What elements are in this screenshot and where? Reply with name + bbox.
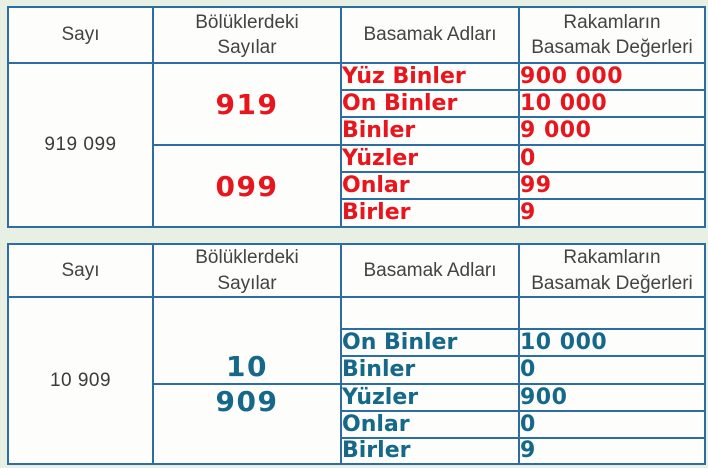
place-value: 0 — [518, 355, 706, 385]
place-name: Birler — [340, 198, 520, 228]
group-thousands-cell: 919 — [152, 62, 342, 146]
place-name: Onlar — [340, 171, 520, 200]
place-name: Yüzler — [340, 144, 520, 173]
place-name: Binler — [340, 355, 520, 385]
group-units-cell: 909 — [152, 383, 342, 465]
place-value-table-1: Sayı Bölüklerdeki Sayılar Basamak Adları… — [7, 6, 706, 228]
place-name: Yüzler — [340, 383, 520, 412]
group-units-cell: 099 — [152, 144, 342, 228]
header-bolukler: Bölüklerdeki Sayılar — [152, 243, 342, 298]
place-value: 9 — [518, 437, 706, 465]
place-name: Onlar — [340, 410, 520, 439]
place-value-table-2: Sayı Bölüklerdeki Sayılar Basamak Adları… — [7, 243, 706, 465]
place-name-empty — [340, 296, 520, 330]
header-basamak-adlari: Basamak Adları — [340, 6, 520, 64]
place-name: On Binler — [340, 89, 520, 118]
number-cell: 10 909 — [7, 296, 154, 465]
place-value: 900 — [518, 383, 706, 412]
place-name: Binler — [340, 116, 520, 146]
place-value: 10 000 — [518, 328, 706, 357]
group-thousands-cell: 10 — [152, 296, 342, 385]
header-sayi: Sayı — [7, 6, 154, 64]
place-value: 99 — [518, 171, 706, 200]
place-value: 0 — [518, 144, 706, 173]
number-cell: 919 099 — [7, 62, 154, 228]
place-value: 9 — [518, 198, 706, 228]
place-value: 10 000 — [518, 89, 706, 118]
header-basamak-degerleri: Rakamların Basamak Değerleri — [518, 243, 706, 298]
place-value: 9 000 — [518, 116, 706, 146]
place-name: Birler — [340, 437, 520, 465]
header-basamak-degerleri: Rakamların Basamak Değerleri — [518, 6, 706, 64]
place-value-empty — [518, 296, 706, 330]
place-value: 0 — [518, 410, 706, 439]
place-name: On Binler — [340, 328, 520, 357]
header-bolukler: Bölüklerdeki Sayılar — [152, 6, 342, 64]
place-value: 900 000 — [518, 62, 706, 91]
place-name: Yüz Binler — [340, 62, 520, 91]
header-basamak-adlari: Basamak Adları — [340, 243, 520, 298]
header-sayi: Sayı — [7, 243, 154, 298]
